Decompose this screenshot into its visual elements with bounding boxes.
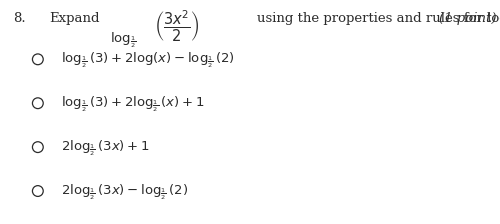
Text: using the properties and rules for logarithms.: using the properties and rules for logar… [258, 12, 500, 25]
Text: Expand: Expand [49, 12, 100, 25]
Text: $\log_{\frac{1}{2}}$: $\log_{\frac{1}{2}}$ [110, 31, 137, 50]
Text: $\left(\dfrac{3x^2}{2}\right)$: $\left(\dfrac{3x^2}{2}\right)$ [154, 9, 200, 44]
Text: $\log_{\frac{1}{2}}(3)+2\log_{\frac{1}{2}}(x)+1$: $\log_{\frac{1}{2}}(3)+2\log_{\frac{1}{2… [62, 95, 204, 114]
Text: (1 point): (1 point) [438, 12, 496, 25]
Text: $\log_{\frac{1}{2}}(3)+2\log(x)-\log_{\frac{1}{2}}(2)$: $\log_{\frac{1}{2}}(3)+2\log(x)-\log_{\f… [62, 51, 236, 70]
Text: 8.: 8. [13, 12, 26, 25]
Text: $2\log_{\frac{1}{2}}(3x)-\log_{\frac{1}{2}}(2)$: $2\log_{\frac{1}{2}}(3x)-\log_{\frac{1}{… [62, 182, 188, 202]
Text: $2\log_{\frac{1}{2}}(3x)+1$: $2\log_{\frac{1}{2}}(3x)+1$ [62, 138, 150, 158]
